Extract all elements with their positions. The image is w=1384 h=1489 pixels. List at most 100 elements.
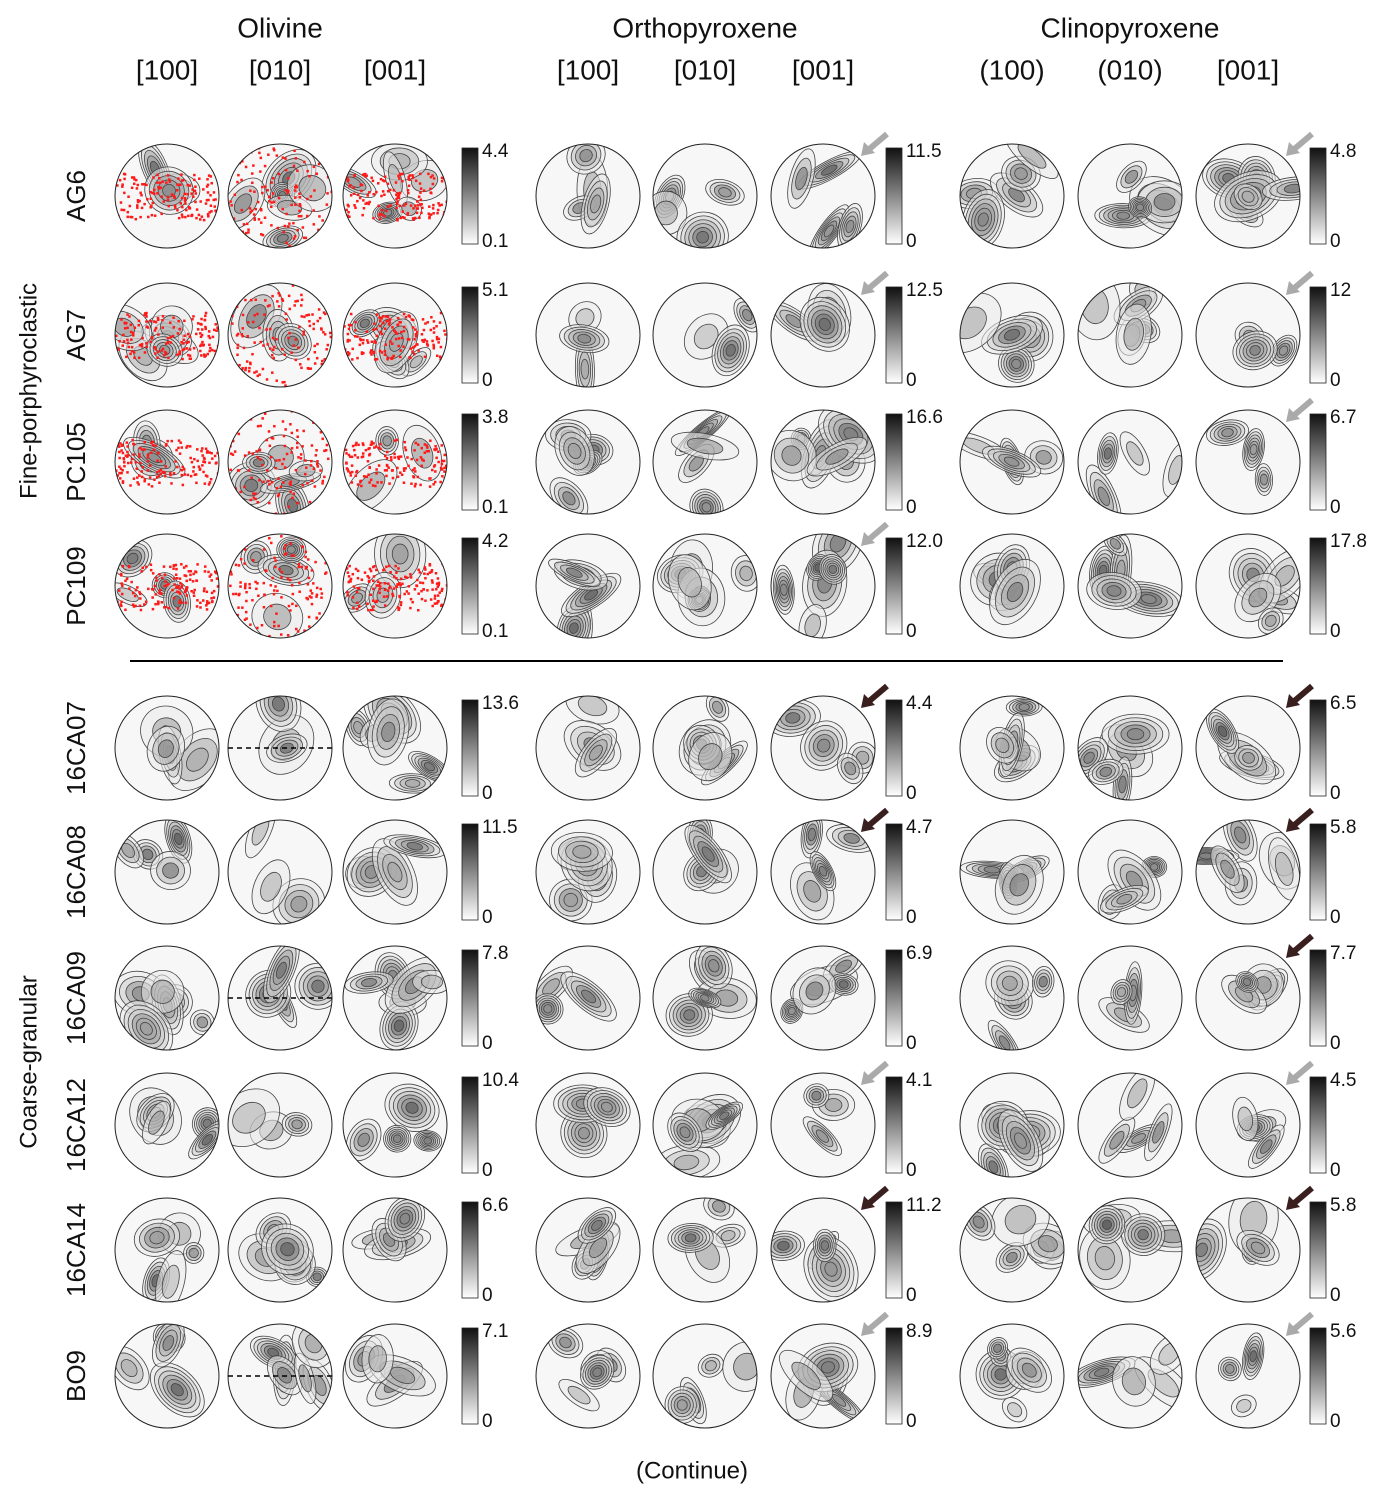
- data-point: [120, 471, 123, 475]
- data-point: [383, 175, 387, 178]
- data-point: [134, 217, 138, 221]
- data-point: [171, 588, 174, 592]
- data-point: [188, 206, 191, 210]
- data-point: [189, 573, 192, 577]
- data-point: [392, 189, 396, 192]
- data-point: [200, 215, 204, 218]
- data-point: [437, 599, 440, 603]
- data-point: [432, 320, 436, 323]
- data-point: [270, 436, 274, 440]
- data-point: [387, 323, 391, 326]
- data-point: [283, 380, 286, 384]
- data-point: [176, 607, 180, 610]
- data-point: [256, 312, 259, 316]
- data-point: [146, 197, 149, 201]
- pole-outline: [342, 695, 448, 801]
- data-point: [185, 347, 189, 350]
- data-point: [385, 565, 388, 569]
- data-point: [137, 483, 140, 486]
- data-point: [378, 217, 382, 221]
- contour: [291, 1119, 303, 1130]
- contour: [1250, 1241, 1266, 1255]
- contour: [1037, 1235, 1058, 1253]
- data-point: [346, 468, 350, 471]
- data-point: [407, 191, 410, 195]
- data-point: [403, 216, 406, 220]
- pole-outline: [959, 143, 1065, 249]
- data-point: [293, 304, 296, 307]
- data-point: [287, 505, 290, 508]
- data-point: [130, 186, 134, 190]
- colorbar-max: 4.5: [1330, 1070, 1356, 1091]
- data-point: [429, 439, 432, 442]
- contour: [1221, 428, 1234, 438]
- data-point: [366, 460, 370, 463]
- data-point: [299, 214, 303, 218]
- pole-outline: [227, 533, 333, 639]
- data-point: [215, 461, 218, 464]
- data-point: [181, 205, 184, 209]
- data-point: [356, 199, 359, 203]
- data-point: [121, 451, 125, 455]
- data-point: [398, 191, 402, 195]
- data-point: [289, 483, 292, 487]
- contour: [719, 1111, 730, 1120]
- data-point: [308, 174, 311, 178]
- data-point: [132, 182, 136, 186]
- data-point: [123, 461, 126, 464]
- colorbar-max: 4.4: [906, 693, 933, 714]
- colorbar-max: 13.6: [482, 693, 519, 714]
- data-point: [253, 371, 256, 374]
- data-point: [180, 563, 183, 566]
- data-point: [187, 340, 190, 344]
- data-point: [247, 370, 251, 373]
- data-point: [165, 443, 168, 446]
- data-point: [353, 192, 356, 196]
- pole-outline: [114, 282, 220, 388]
- data-point: [314, 560, 317, 564]
- contour: [1278, 345, 1289, 356]
- pole-figure: [1078, 1324, 1182, 1428]
- pole-figure: [536, 144, 640, 248]
- data-point: [134, 588, 138, 592]
- data-point: [416, 200, 419, 203]
- contour: [777, 1240, 790, 1251]
- data-point: [210, 579, 213, 582]
- data-point: [318, 316, 322, 320]
- data-point: [280, 571, 284, 574]
- data-point: [299, 457, 303, 460]
- data-point: [126, 471, 129, 474]
- axis-label: [001]: [1217, 54, 1279, 85]
- contour: [590, 194, 602, 214]
- data-point: [411, 217, 415, 220]
- arrow-shaft: [865, 683, 889, 706]
- data-point: [160, 601, 164, 604]
- data-point: [169, 341, 173, 344]
- data-point: [186, 444, 189, 448]
- data-point: [370, 349, 373, 352]
- data-point: [356, 569, 360, 573]
- arrow-shaft: [1290, 1185, 1314, 1208]
- data-point: [262, 480, 265, 484]
- data-point: [294, 338, 297, 341]
- data-point: [195, 208, 199, 211]
- data-point: [308, 320, 311, 323]
- contour: [825, 448, 849, 465]
- pole-figure: [771, 1198, 875, 1302]
- contour: [578, 1127, 590, 1140]
- data-point: [228, 611, 232, 614]
- data-point: [361, 213, 364, 217]
- data-point: [377, 584, 381, 587]
- data-point: [139, 215, 142, 219]
- contour: [838, 980, 849, 989]
- contour: [399, 1212, 411, 1225]
- data-point: [187, 353, 190, 357]
- data-point: [169, 321, 172, 324]
- data-point: [288, 307, 291, 311]
- pole-outline: [1195, 1323, 1301, 1429]
- data-point: [395, 571, 398, 574]
- data-point: [201, 344, 205, 347]
- data-point: [232, 370, 235, 373]
- data-point: [161, 326, 165, 329]
- pole-outline: [1195, 945, 1301, 1051]
